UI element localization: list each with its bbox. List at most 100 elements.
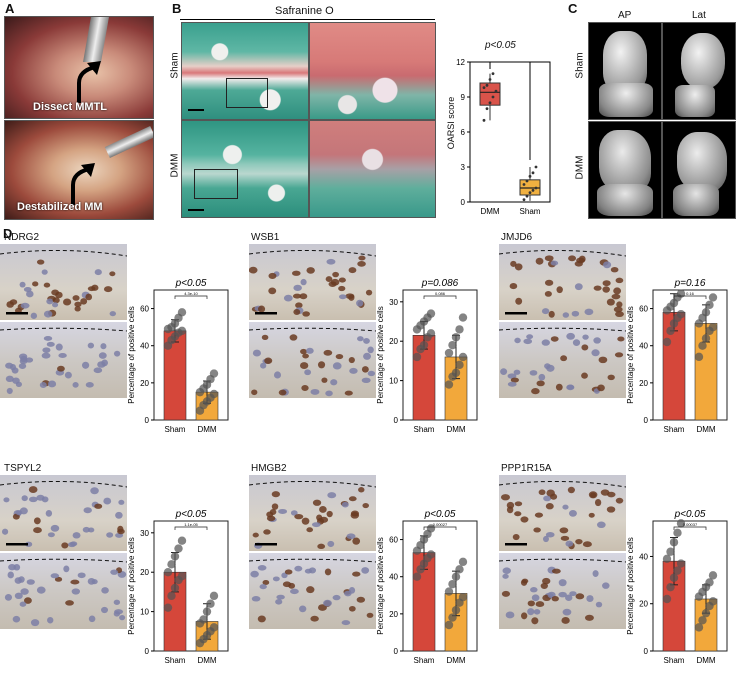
cell-nucleus [617, 336, 625, 342]
cell-nucleus [566, 332, 575, 340]
photo-label-dissect: Dissect MMTL [33, 101, 107, 113]
data-point [174, 544, 183, 553]
photo-label-destabilized: Destabilized MM [17, 201, 103, 213]
cell-nucleus [293, 309, 301, 316]
cell-nucleus [52, 302, 59, 308]
cell-nucleus [551, 595, 559, 602]
data-point [676, 309, 686, 319]
cell-nucleus [81, 361, 90, 369]
data-point [491, 72, 495, 76]
cell-nucleus [290, 588, 299, 595]
cell-nucleus [367, 346, 374, 354]
data-point [163, 568, 173, 577]
surface-dashed-line [249, 558, 376, 563]
cell-nucleus [538, 489, 546, 496]
data-point [426, 524, 436, 533]
cell-nucleus [559, 527, 569, 534]
data-point [206, 599, 215, 608]
cell-nucleus [545, 503, 554, 510]
cell-nucleus [358, 487, 365, 493]
cell-nucleus [538, 373, 546, 381]
cell-nucleus [330, 278, 340, 286]
cell-nucleus [50, 524, 60, 532]
cell-nucleus [310, 388, 320, 395]
cell-nucleus [316, 514, 323, 521]
nuclei-overlay [249, 249, 376, 317]
data-point [485, 107, 489, 111]
cell-nucleus [293, 284, 302, 292]
y-tick-label: 0 [394, 416, 399, 425]
cell-nucleus [278, 508, 288, 514]
data-point [451, 572, 461, 581]
ihc-image-sham [0, 244, 127, 320]
data-point [531, 171, 535, 175]
pvalue-label: p<0.05 [424, 509, 456, 520]
nuclei-overlay [0, 558, 127, 627]
x-tick-label: DMM [197, 656, 216, 665]
cell-nucleus [20, 355, 28, 363]
data-point [448, 579, 457, 589]
y-tick-label: 60 [389, 536, 398, 545]
cell-nucleus [560, 535, 570, 541]
cell-nucleus [341, 620, 351, 626]
cell-nucleus [338, 285, 346, 292]
cell-nucleus [28, 486, 38, 493]
cell-nucleus [578, 255, 586, 263]
cell-nucleus [349, 367, 358, 374]
cell-nucleus [61, 542, 69, 549]
data-point [698, 341, 707, 350]
x-tick-label: Sham [165, 425, 186, 434]
cell-nucleus [272, 576, 280, 582]
cell-nucleus [306, 527, 314, 533]
y-tick-label: 20 [389, 610, 398, 619]
y-tick-label: 12 [456, 58, 465, 67]
cell-nucleus [64, 371, 72, 379]
data-point [701, 608, 711, 618]
x-tick-label: DMM [480, 207, 499, 216]
cell-nucleus [43, 282, 51, 288]
scale-bar [188, 209, 204, 211]
cell-nucleus [361, 366, 369, 373]
cell-nucleus [543, 495, 552, 502]
cell-nucleus [278, 389, 287, 396]
cell-nucleus [46, 341, 55, 347]
c-row-label-sham: Sham [574, 52, 586, 79]
data-point [673, 566, 682, 575]
gene-title: JMJD6 [501, 232, 533, 243]
cell-nucleus [18, 363, 27, 369]
data-point [451, 333, 461, 342]
y-tick-label: 20 [389, 337, 398, 346]
panel-letter-a: A [5, 1, 15, 16]
bone-shape [681, 33, 725, 89]
nuclei-overlay [0, 480, 127, 549]
cell-nucleus [301, 385, 309, 392]
cell-nucleus [106, 532, 114, 538]
cell-nucleus [258, 305, 266, 313]
cell-nucleus [5, 362, 14, 369]
surface-dashed-line [499, 480, 626, 488]
data-point [662, 594, 672, 604]
cell-nucleus [348, 587, 356, 594]
cell-nucleus [43, 336, 53, 341]
data-point [444, 380, 454, 389]
cell-nucleus [32, 281, 39, 287]
cell-nucleus [252, 349, 261, 357]
y-tick-label: 40 [140, 342, 149, 351]
cell-nucleus [250, 570, 259, 578]
cell-nucleus [114, 609, 124, 615]
data-point [666, 547, 675, 556]
cell-nucleus [502, 567, 511, 574]
cell-nucleus [602, 280, 611, 287]
data-point [531, 188, 535, 192]
y-tick-label: 20 [639, 600, 648, 609]
cell-nucleus [544, 363, 551, 370]
cell-nucleus [294, 513, 304, 520]
cell-nucleus [304, 369, 312, 376]
cell-nucleus [284, 569, 293, 575]
y-tick-label: 20 [140, 379, 149, 388]
scale-bar [255, 312, 277, 315]
cell-nucleus [94, 269, 102, 276]
cell-nucleus [69, 541, 78, 547]
cell-nucleus [350, 510, 360, 517]
cell-nucleus [613, 306, 623, 313]
